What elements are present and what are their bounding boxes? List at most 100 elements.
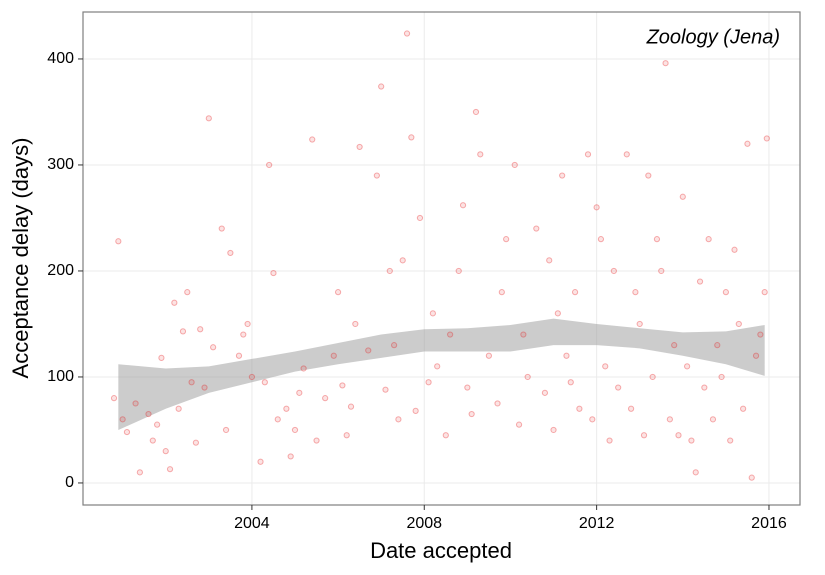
point xyxy=(731,246,738,253)
point xyxy=(722,289,729,296)
point xyxy=(662,60,669,67)
point xyxy=(313,437,320,444)
plot-area xyxy=(83,12,800,505)
annotation: Zoology (Jena) xyxy=(646,26,780,48)
point xyxy=(701,384,708,391)
point xyxy=(266,161,273,169)
point xyxy=(477,151,484,158)
plot-border xyxy=(82,11,801,506)
point xyxy=(442,432,449,439)
point xyxy=(533,225,540,232)
point xyxy=(636,320,643,328)
point xyxy=(322,395,329,402)
point xyxy=(274,416,281,423)
point xyxy=(201,384,208,391)
point xyxy=(210,344,217,351)
points xyxy=(110,30,770,481)
point xyxy=(541,389,549,396)
point xyxy=(188,379,195,386)
y-axis-label: Acceptance delay (days) xyxy=(8,138,33,379)
point xyxy=(154,421,161,428)
point xyxy=(559,172,566,179)
point xyxy=(425,379,432,386)
point xyxy=(429,310,436,317)
x-tick-label: 2004 xyxy=(234,515,270,532)
point xyxy=(658,267,665,275)
point xyxy=(257,458,264,465)
point xyxy=(752,352,760,359)
point xyxy=(184,289,191,296)
point xyxy=(356,143,363,151)
point xyxy=(403,30,411,37)
point xyxy=(550,426,557,434)
point xyxy=(718,373,725,381)
point xyxy=(270,269,277,277)
point xyxy=(740,405,747,412)
point xyxy=(339,382,346,389)
point xyxy=(334,289,342,296)
point xyxy=(132,400,139,407)
point xyxy=(158,354,165,361)
x-tick-label: 2008 xyxy=(406,515,442,532)
point xyxy=(494,400,501,407)
point xyxy=(179,328,187,335)
point xyxy=(244,320,251,328)
point xyxy=(119,416,126,423)
point xyxy=(705,236,712,243)
point xyxy=(684,363,691,370)
point xyxy=(744,140,751,147)
point xyxy=(136,469,143,476)
point xyxy=(485,352,492,359)
point xyxy=(408,134,415,141)
point xyxy=(623,151,630,158)
point xyxy=(248,373,256,381)
point xyxy=(391,342,398,349)
point xyxy=(468,410,475,418)
point xyxy=(145,410,152,418)
point xyxy=(593,204,600,211)
point xyxy=(296,389,303,396)
point xyxy=(692,469,699,476)
point xyxy=(563,352,570,359)
point xyxy=(472,108,480,116)
point xyxy=(416,214,424,222)
point xyxy=(218,225,225,232)
point xyxy=(240,331,247,338)
point xyxy=(330,352,337,359)
point xyxy=(222,426,230,434)
point xyxy=(498,289,505,296)
point xyxy=(115,238,122,245)
point xyxy=(503,236,510,243)
point xyxy=(459,202,467,209)
point xyxy=(696,278,704,285)
point xyxy=(511,161,518,169)
point xyxy=(709,416,717,423)
point xyxy=(447,331,454,338)
confidence-band xyxy=(118,318,765,430)
point xyxy=(576,405,583,412)
point xyxy=(546,257,553,264)
point xyxy=(597,236,605,243)
point xyxy=(632,289,639,296)
point xyxy=(123,428,131,436)
point xyxy=(378,83,385,90)
point xyxy=(287,453,294,460)
point xyxy=(110,395,118,402)
point xyxy=(386,267,393,275)
point xyxy=(192,439,199,446)
y-tick-label: 300 xyxy=(47,156,74,173)
point xyxy=(162,448,169,455)
point xyxy=(347,403,355,410)
point xyxy=(679,193,686,200)
point xyxy=(610,267,617,275)
point xyxy=(464,384,471,391)
point xyxy=(763,135,770,142)
point xyxy=(615,384,622,391)
smooth-band xyxy=(118,318,765,430)
point xyxy=(640,432,648,439)
point xyxy=(291,426,299,434)
point xyxy=(343,432,350,439)
point xyxy=(166,466,174,473)
